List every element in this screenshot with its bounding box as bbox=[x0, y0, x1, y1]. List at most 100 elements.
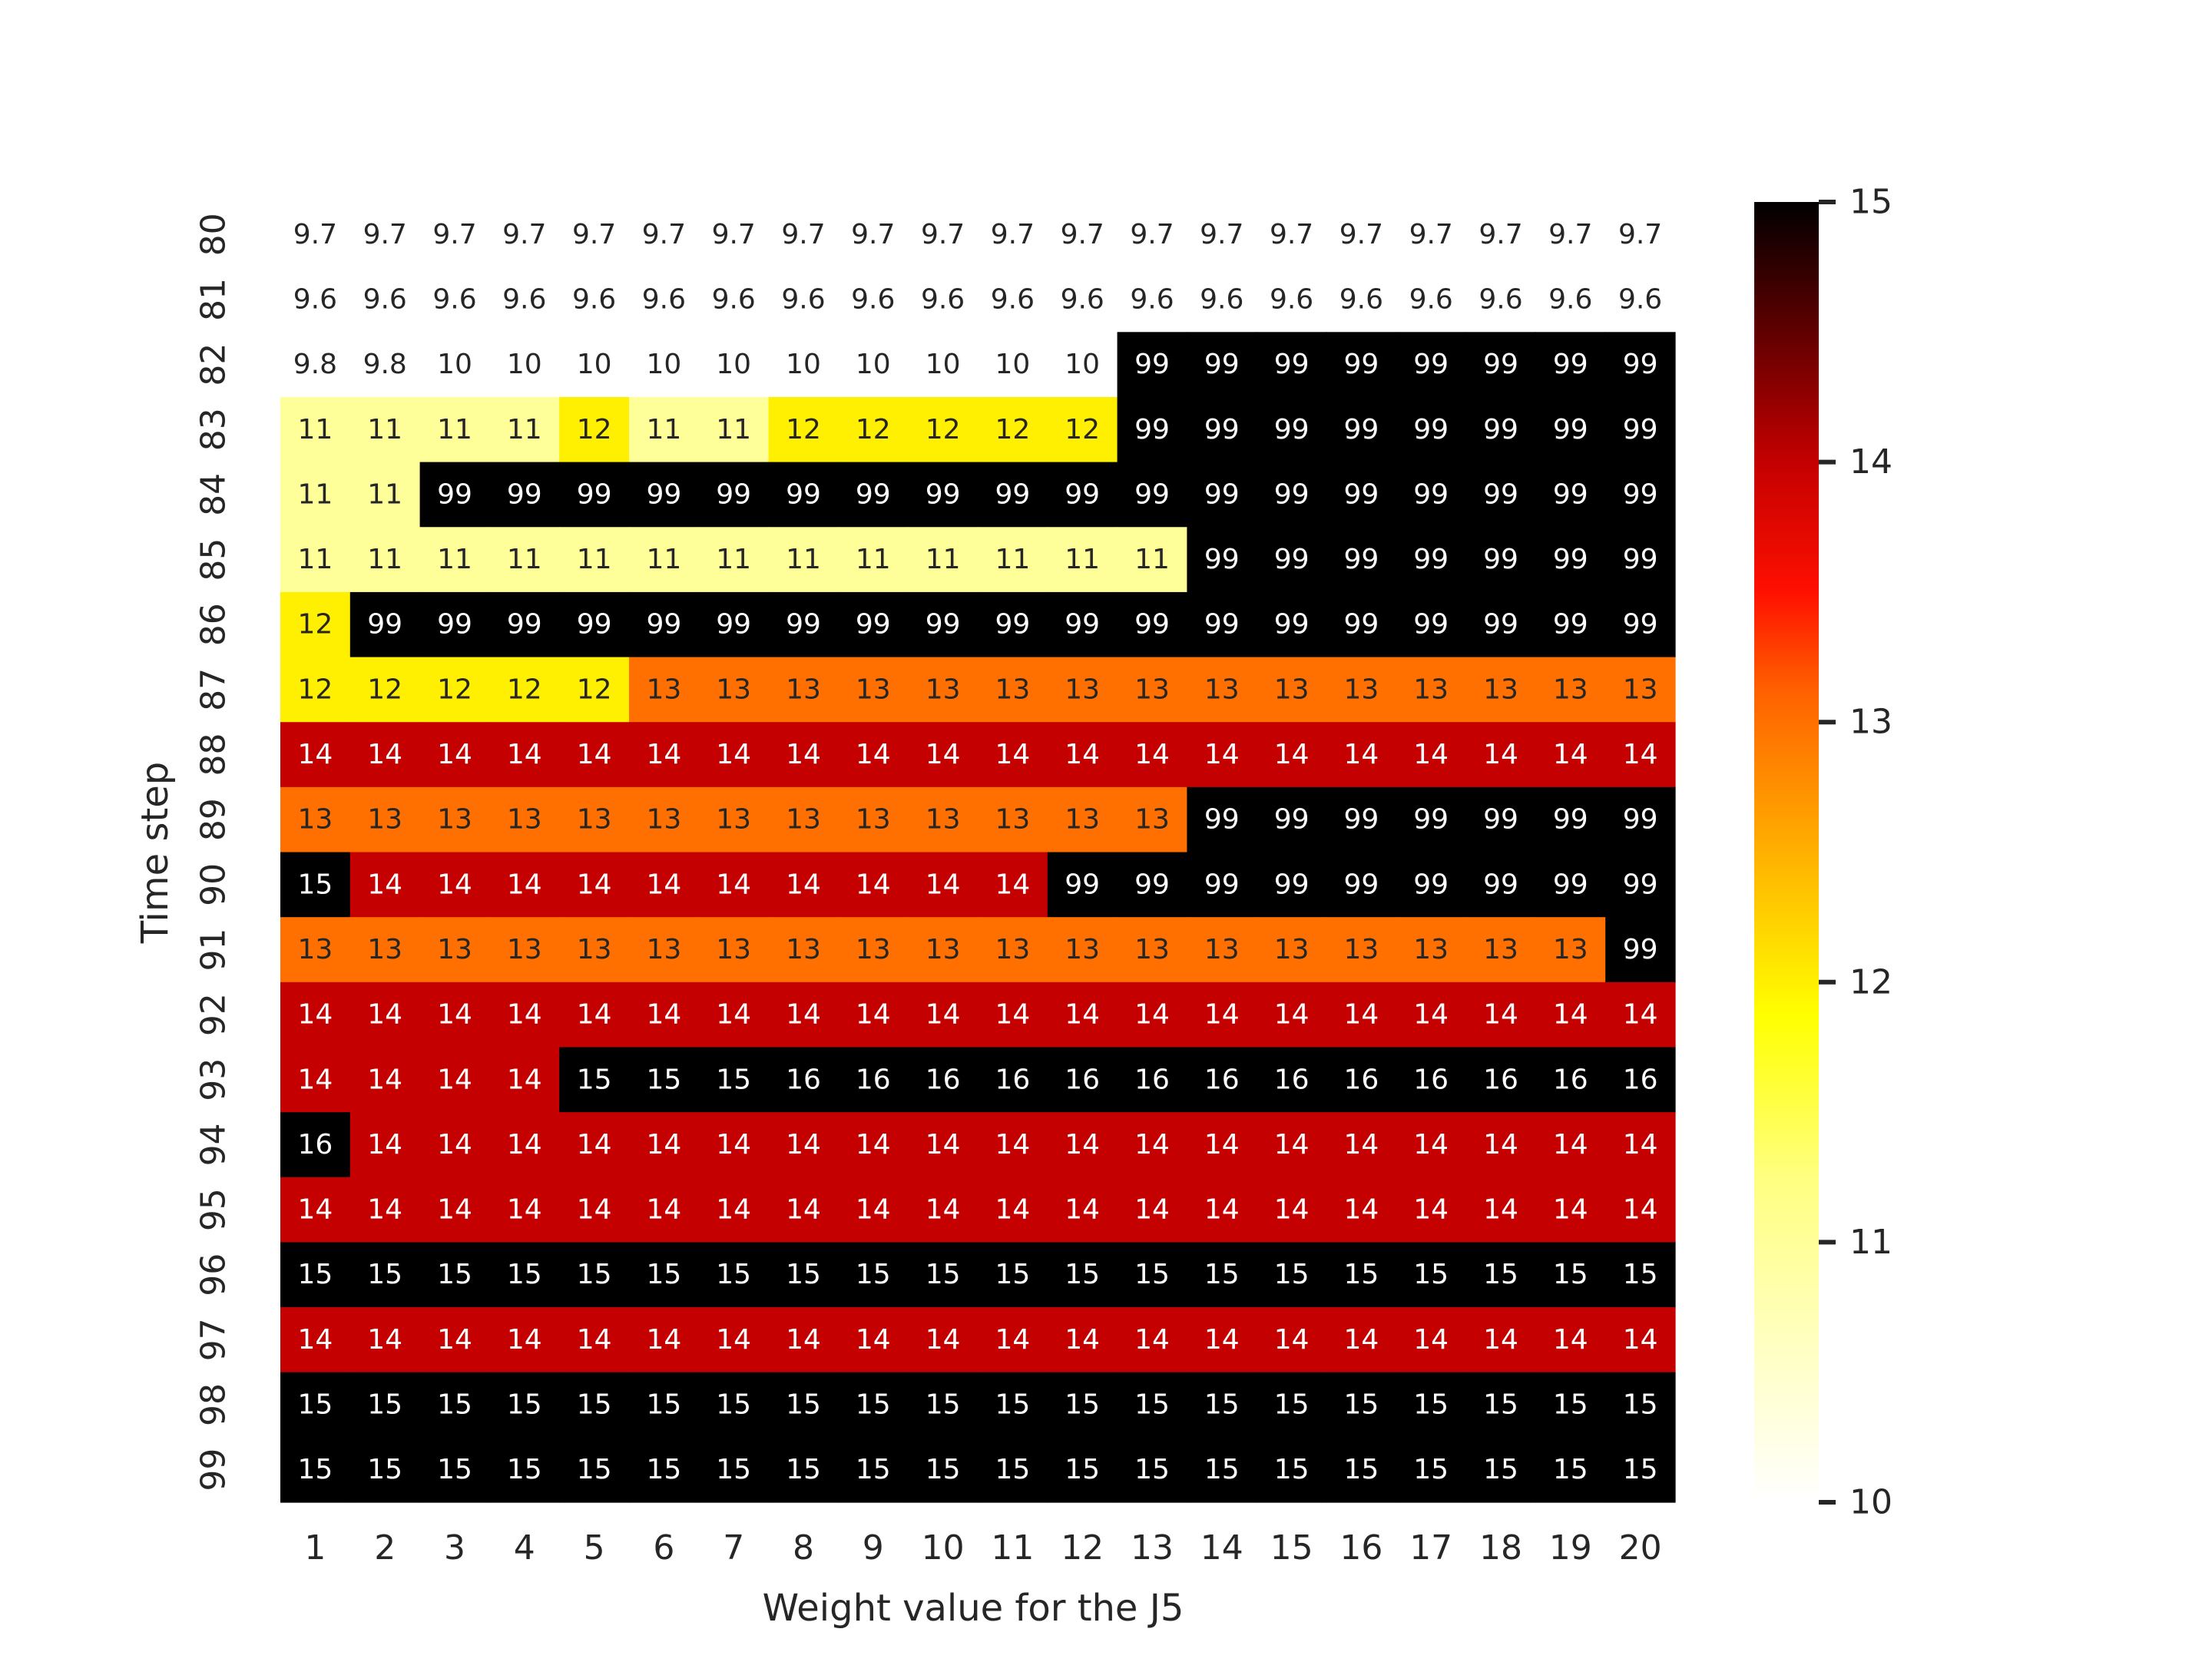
y-tick-label: 89 bbox=[194, 798, 233, 841]
cell-value-label: 15 bbox=[856, 1259, 891, 1290]
heatmap-cell bbox=[1257, 982, 1327, 1048]
heatmap-cell bbox=[838, 1372, 909, 1438]
cell-value-label: 15 bbox=[1274, 1389, 1310, 1421]
heatmap-cell bbox=[978, 1047, 1048, 1113]
heatmap-cell-labels: 9.7 9.7 9.7 9.7 9.7 9.7 9.7 9.7 9.7 9.7 9.7 9.7 9.7 9… bbox=[293, 219, 1662, 1485]
cell-value-label: 15 bbox=[1274, 1259, 1310, 1290]
heatmap-cell bbox=[698, 591, 770, 658]
heatmap-cell bbox=[908, 202, 979, 268]
cell-value-label: 99 bbox=[1553, 804, 1588, 836]
heatmap-cell bbox=[1605, 1307, 1676, 1373]
heatmap-cell bbox=[419, 1372, 490, 1438]
heatmap-cell bbox=[280, 657, 351, 723]
cell-value-label: 14 bbox=[367, 869, 402, 900]
cell-value-label: 99 bbox=[1483, 869, 1518, 900]
heatmap-cell bbox=[978, 332, 1048, 398]
heatmap-cell bbox=[1047, 786, 1118, 853]
heatmap-cell bbox=[978, 917, 1048, 983]
heatmap-cell bbox=[1187, 1307, 1257, 1373]
heatmap-cell bbox=[1465, 396, 1536, 463]
heatmap-cell bbox=[1396, 202, 1467, 268]
cell-value-label: 14 bbox=[1274, 1324, 1310, 1356]
heatmap-cell bbox=[768, 1372, 839, 1438]
heatmap-cell bbox=[838, 591, 909, 658]
heatmap-cell bbox=[1326, 1047, 1397, 1113]
heatmap-cell bbox=[1047, 267, 1118, 333]
cell-value-label: 12 bbox=[786, 414, 821, 445]
cell-value-label: 14 bbox=[1274, 739, 1310, 770]
cell-value-label: 14 bbox=[995, 1324, 1030, 1356]
heatmap-cell bbox=[1187, 917, 1257, 983]
heatmap-cell bbox=[1605, 1372, 1676, 1438]
cell-value-label: 9.7 bbox=[921, 219, 965, 250]
cell-value-label: 13 bbox=[995, 934, 1030, 965]
heatmap-cell bbox=[1535, 1177, 1606, 1243]
heatmap-cell bbox=[559, 1242, 630, 1308]
cell-value-label: 15 bbox=[1134, 1454, 1170, 1485]
heatmap-cell bbox=[978, 396, 1048, 463]
cell-value-label: 14 bbox=[1065, 999, 1100, 1031]
cell-value-label: 15 bbox=[716, 1064, 751, 1095]
heatmap-cell bbox=[908, 1372, 979, 1438]
cell-value-label: 9.6 bbox=[642, 283, 686, 315]
cell-value-label: 11 bbox=[297, 544, 333, 575]
cell-value-label: 14 bbox=[716, 869, 751, 900]
cell-value-label: 15 bbox=[786, 1454, 821, 1485]
cell-value-label: 13 bbox=[297, 804, 333, 836]
cell-value-label: 15 bbox=[856, 1454, 891, 1485]
cell-value-label: 13 bbox=[646, 674, 681, 705]
cell-value-label: 99 bbox=[1413, 544, 1449, 575]
heatmap-cell bbox=[1257, 527, 1327, 593]
cell-value-label: 9.7 bbox=[1200, 219, 1243, 250]
cell-value-label: 14 bbox=[1204, 739, 1240, 770]
heatmap-cell bbox=[1047, 527, 1118, 593]
heatmap-cell bbox=[489, 982, 560, 1048]
colorbar-tick-label: 10 bbox=[1849, 1483, 1892, 1522]
heatmap-cell bbox=[1605, 1112, 1676, 1178]
cell-value-label: 15 bbox=[1553, 1259, 1588, 1290]
heatmap-cell bbox=[280, 527, 351, 593]
cell-value-label: 13 bbox=[1274, 934, 1310, 965]
heatmap-cell bbox=[768, 202, 839, 268]
heatmap-cell bbox=[280, 396, 351, 463]
cell-value-label: 13 bbox=[507, 804, 542, 836]
x-tick-label: 20 bbox=[1619, 1528, 1662, 1568]
heatmap-cell bbox=[1257, 852, 1327, 918]
cell-value-label: 14 bbox=[437, 1064, 472, 1095]
heatmap-cell bbox=[698, 786, 770, 853]
heatmap-cell bbox=[978, 202, 1048, 268]
heatmap-cell bbox=[1396, 1177, 1467, 1243]
heatmap-cell bbox=[1047, 1047, 1118, 1113]
cell-value-label: 14 bbox=[646, 739, 681, 770]
heatmap-cell bbox=[1187, 1112, 1257, 1178]
heatmap-cell bbox=[280, 1112, 351, 1178]
cell-value-label: 14 bbox=[1553, 739, 1588, 770]
cell-value-label: 99 bbox=[1204, 349, 1240, 380]
cell-value-label: 9.7 bbox=[781, 219, 825, 250]
heatmap-cell bbox=[1257, 786, 1327, 853]
heatmap-cell bbox=[280, 267, 351, 333]
heatmap-cell bbox=[1326, 1242, 1397, 1308]
heatmap-cell bbox=[978, 722, 1048, 788]
cell-value-label: 13 bbox=[1274, 674, 1310, 705]
cell-value-label: 11 bbox=[297, 478, 333, 510]
cell-value-label: 9.7 bbox=[642, 219, 686, 250]
cell-value-label: 13 bbox=[1204, 934, 1240, 965]
cell-value-label: 14 bbox=[1413, 1324, 1449, 1356]
heatmap-cell bbox=[1047, 396, 1118, 463]
heatmap-cell bbox=[1465, 1307, 1536, 1373]
heatmap-cell bbox=[1605, 591, 1676, 658]
cell-value-label: 99 bbox=[1553, 869, 1588, 900]
cell-value-label: 9.6 bbox=[1479, 283, 1522, 315]
heatmap-cell bbox=[1257, 1437, 1327, 1503]
cell-value-label: 14 bbox=[1413, 999, 1449, 1031]
cell-value-label: 99 bbox=[1413, 478, 1449, 510]
cell-value-label: 11 bbox=[856, 544, 891, 575]
cell-value-label: 9.6 bbox=[781, 283, 825, 315]
heatmap-cell bbox=[1605, 396, 1676, 463]
cell-value-label: 99 bbox=[1413, 349, 1449, 380]
cell-value-label: 99 bbox=[1623, 934, 1658, 965]
cell-value-label: 11 bbox=[367, 414, 402, 445]
heatmap-cell bbox=[1117, 1437, 1187, 1503]
cell-value-label: 16 bbox=[1483, 1064, 1518, 1095]
